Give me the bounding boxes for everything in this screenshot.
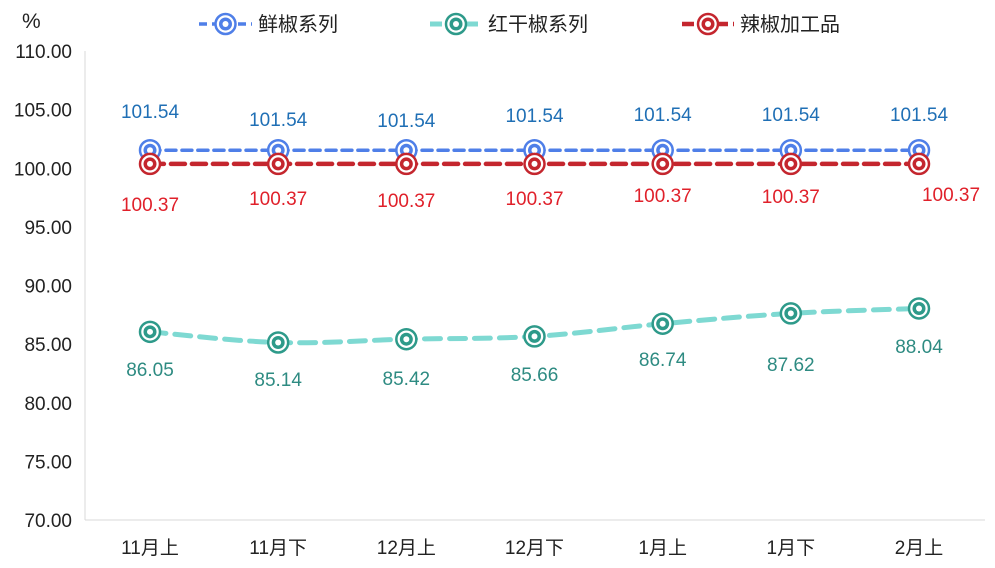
y-tick-label: 110.00 [15,42,72,63]
y-tick-label: 75.00 [24,452,72,473]
series-1-marker-dot [916,305,922,312]
x-tick-label: 11月上 [121,537,179,559]
data-label-series-1: 85.66 [511,365,559,386]
x-tick-label: 1月下 [767,538,816,559]
data-label-series-0: 101.54 [121,102,180,123]
y-tick-label: 105.00 [14,101,72,122]
series-0-marker-dot [147,147,153,154]
series-0-marker-dot [659,147,666,154]
series-2-marker-dot [916,160,922,167]
series-1-marker-dot [275,339,282,346]
data-label-series-0: 101.54 [377,111,436,132]
legend-marker-dot-2 [705,21,711,27]
series-2-marker-dot [147,160,153,167]
data-label-series-1: 85.14 [254,370,302,391]
series-2-marker-dot [787,160,794,167]
data-label-series-1: 86.74 [639,350,687,371]
series-2-marker-dot [403,160,410,167]
data-label-series-1: 88.04 [895,337,943,358]
series-0-marker-dot [275,147,282,154]
series-2-marker-dot [531,160,538,167]
legend-marker-dot-0 [222,21,229,27]
legend: 鲜椒系列 红干椒系列 辣椒加工品 [199,12,840,36]
data-label-series-0: 101.54 [762,105,821,126]
data-label-series-2: 100.37 [377,191,435,212]
data-label-series-0: 101.54 [249,110,308,131]
data-label-series-2: 100.37 [505,189,563,210]
data-label-series-1: 87.62 [767,355,815,376]
series-1-marker-dot [147,328,153,335]
series-0-marker-dot [787,147,794,154]
legend-label-2: 辣椒加工品 [740,12,840,36]
y-tick-label: 70.00 [24,511,72,532]
x-tick-label: 2月上 [895,537,944,559]
data-label-series-0: 101.54 [505,106,564,127]
series-0-marker-dot [916,147,922,154]
series-0-marker-dot [403,147,410,154]
series-1-marker-dot [531,333,538,340]
axes: 70.00 75.00 80.00 85.00 90.00 95.00 100.00 105.… [14,42,985,559]
series-2-marker-dot [659,160,666,167]
y-tick-label: 100.00 [14,159,72,180]
y-tick-label: 95.00 [24,218,72,239]
x-tick-label: 12月上 [377,537,436,559]
series-1-marker-dot [403,336,410,343]
data-label-series-1: 86.05 [126,360,174,381]
data-label-series-1: 85.42 [383,369,431,390]
data-labels-layer: 101.54 101.54 101.54 101.54 101.54 101.54 101.… [121,102,980,391]
legend-label-1: 红干椒系列 [488,12,588,36]
y-tick-label: 80.00 [24,394,72,415]
data-label-series-2: 100.37 [121,195,179,216]
data-label-series-2: 100.37 [922,185,980,206]
series-layer [138,138,931,354]
series-1-marker-dot [659,320,666,327]
legend-marker-dot-1 [453,21,459,27]
series-0-marker-dot [531,147,538,154]
data-label-series-0: 101.54 [890,105,949,126]
y-axis-unit: % [22,10,41,33]
y-tick-label: 90.00 [24,277,72,298]
y-tick-label: 85.00 [24,335,72,356]
x-tick-label: 12月下 [505,538,564,559]
series-1-marker-dot [787,310,794,317]
x-tick-label: 1月上 [638,537,687,559]
data-label-series-2: 100.37 [249,189,307,210]
legend-label-0: 鲜椒系列 [258,12,338,36]
x-tick-label: 11月下 [249,538,307,559]
data-label-series-2: 100.37 [634,186,692,207]
series-2-marker-dot [275,160,282,167]
data-label-series-0: 101.54 [634,105,693,126]
data-label-series-2: 100.37 [762,187,820,208]
